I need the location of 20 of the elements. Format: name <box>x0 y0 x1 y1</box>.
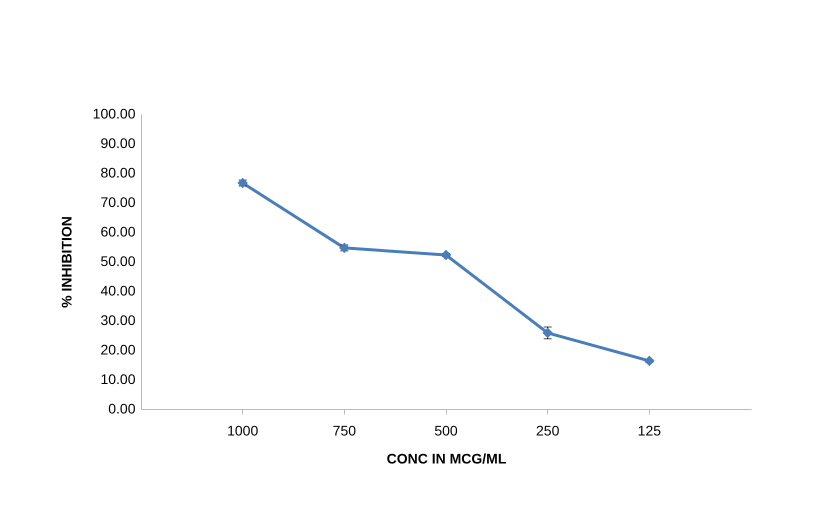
x-tick-label: 125 <box>638 422 662 438</box>
point <box>440 250 452 260</box>
point <box>644 356 655 366</box>
y-tick-label: 60.00 <box>100 224 136 240</box>
x-axis-title: CONC IN MCG/ML <box>386 450 507 466</box>
x-tick-label: 250 <box>536 422 560 438</box>
x-tick-label: 500 <box>434 422 458 438</box>
y-axis-title: % INHIBITION <box>58 216 75 308</box>
y-tick-label: 100.00 <box>92 106 136 122</box>
y-tick-label: 20.00 <box>100 342 136 358</box>
y-tick-label: 40.00 <box>100 282 136 298</box>
y-tick-label: 80.00 <box>100 164 136 180</box>
y-tick-label: 50.00 <box>100 253 136 269</box>
x-tick-label: 750 <box>332 422 356 438</box>
y-tick-label: 70.00 <box>100 194 136 210</box>
y-tick-label: 90.00 <box>100 135 136 151</box>
y-tick-label: 10.00 <box>100 371 136 387</box>
y-tick-label: 0.00 <box>108 400 136 416</box>
x-tick-label: 1000 <box>227 422 258 438</box>
y-tick-label: 30.00 <box>100 312 136 328</box>
